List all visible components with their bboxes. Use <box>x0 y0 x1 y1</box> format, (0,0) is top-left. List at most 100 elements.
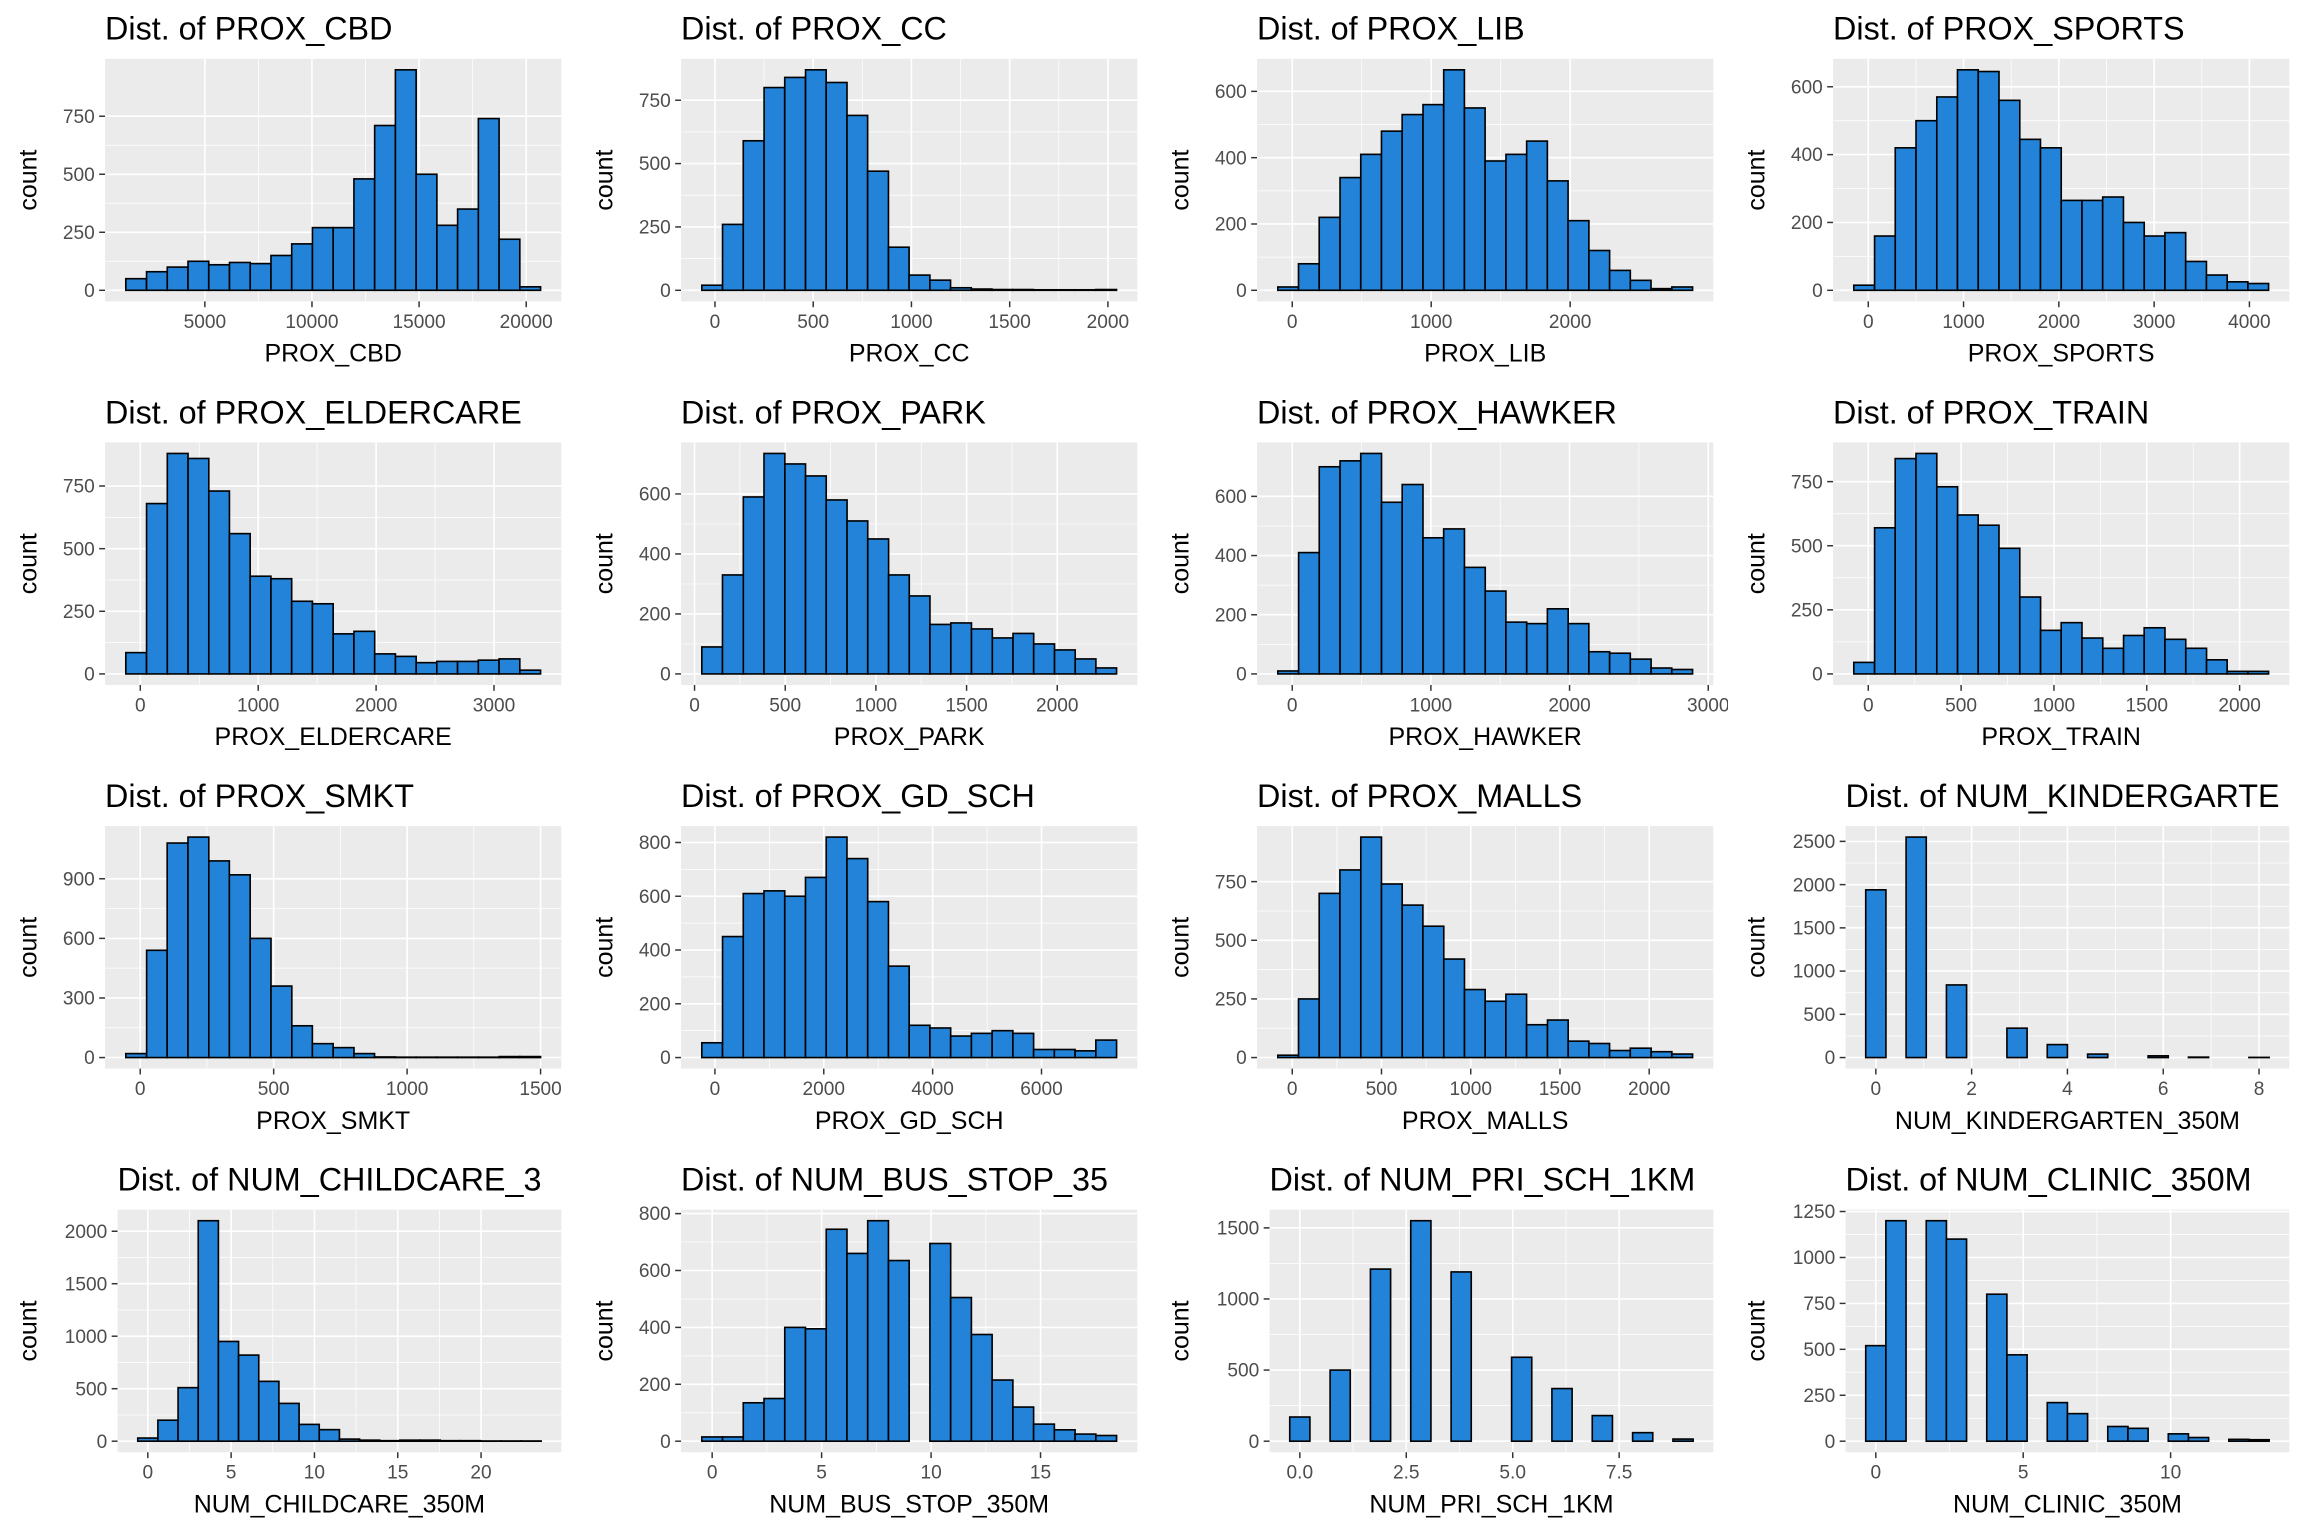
histogram-bar <box>436 660 459 675</box>
x-tick-label: 15 <box>387 1463 408 1484</box>
histogram-bar <box>783 895 807 1059</box>
x-tick-label: 0 <box>1287 1079 1298 1100</box>
histogram-bar <box>145 270 169 292</box>
histogram-bar <box>721 574 745 675</box>
y-tick-label: 200 <box>639 1375 671 1396</box>
histogram-bar <box>866 900 890 1059</box>
histogram-bar <box>2006 1354 2028 1443</box>
histogram-bar <box>1032 288 1056 292</box>
histogram-bar <box>1670 668 1694 675</box>
x-tick-label: 0 <box>707 1463 718 1484</box>
x-tick-label: 0 <box>1863 312 1874 333</box>
histogram-bar <box>1339 176 1362 292</box>
histogram-bar <box>2205 274 2229 292</box>
histogram-bar <box>332 226 355 292</box>
y-tick-label: 0 <box>1812 665 1823 686</box>
x-axis-title: PROX_CC <box>849 340 970 368</box>
histogram-bar <box>1885 1219 1907 1443</box>
y-tick-label: 800 <box>639 1204 671 1225</box>
y-tick-label: 250 <box>63 223 95 244</box>
histogram-bar <box>270 254 293 292</box>
x-tick-label: 7.5 <box>1606 1463 1633 1484</box>
histogram-bar <box>1852 661 1876 675</box>
x-axis-title: PROX_LIB <box>1424 340 1546 368</box>
histogram-bar <box>721 1436 745 1443</box>
histogram-bar <box>1442 69 1466 292</box>
y-axis-title: count <box>591 917 619 978</box>
x-axis-title: PROX_TRAIN <box>1981 723 2141 751</box>
x-tick-label: 20 <box>470 1463 491 1484</box>
histogram-bar <box>1450 1271 1473 1443</box>
panel-title: Dist. of NUM_BUS_STOP_35 <box>681 1162 1108 1198</box>
histogram-bar <box>415 661 438 675</box>
y-tick-label: 500 <box>1215 931 1247 952</box>
y-tick-label: 250 <box>639 218 671 239</box>
histogram-bar <box>373 653 397 675</box>
histogram-bar <box>721 935 745 1059</box>
histogram-bar <box>1276 286 1300 292</box>
histogram-bar <box>2147 1055 2170 1059</box>
histogram-bar <box>1629 279 1652 292</box>
histogram-bar <box>1442 958 1466 1059</box>
histogram-bar <box>991 288 1014 292</box>
histogram-bar <box>1998 547 2021 675</box>
histogram-bar <box>353 1052 376 1059</box>
histogram-bar <box>2060 199 2083 292</box>
histogram-bar <box>2122 221 2146 292</box>
histogram-bar <box>1380 883 1404 1059</box>
histogram-bar <box>1484 160 1507 292</box>
histogram-bar <box>2066 1412 2089 1443</box>
y-tick-label: 200 <box>1215 605 1247 626</box>
y-tick-label: 400 <box>1791 145 1823 166</box>
histogram-bar <box>1873 235 1897 292</box>
y-tick-label: 500 <box>75 1379 107 1400</box>
histogram-bar <box>1546 1019 1569 1059</box>
x-tick-label: 5 <box>816 1463 827 1484</box>
histogram-bar <box>1053 1048 1076 1059</box>
y-tick-label: 600 <box>639 1261 671 1282</box>
histogram-bar <box>1032 643 1056 675</box>
y-axis-title: count <box>1743 1300 1771 1361</box>
histogram-bar <box>929 1027 952 1059</box>
histogram-bar <box>518 1055 542 1059</box>
histogram-bar <box>1463 107 1486 292</box>
histogram-bar <box>2164 231 2187 292</box>
histogram-bar <box>1629 1047 1652 1059</box>
x-tick-label: 0 <box>1287 695 1298 716</box>
y-axis-title: count <box>15 149 43 210</box>
y-tick-label: 0 <box>1236 665 1247 686</box>
y-tick-label: 0 <box>660 665 671 686</box>
histogram-bar <box>1095 667 1118 675</box>
y-tick-label: 0 <box>660 1048 671 1069</box>
x-tick-label: 500 <box>258 1079 290 1100</box>
y-tick-label: 400 <box>639 941 671 962</box>
histogram-bar <box>498 1055 521 1059</box>
histogram-bar <box>2127 1427 2149 1443</box>
histogram-bar <box>1864 889 1887 1059</box>
x-tick-label: 6 <box>2158 1079 2169 1100</box>
x-tick-label: 0.0 <box>1287 1463 1314 1484</box>
histogram-bar <box>1650 1050 1673 1059</box>
histogram-bar <box>1525 1023 1549 1059</box>
x-axis-title: PROX_ELDERCARE <box>215 723 452 751</box>
panel-title: Dist. of PROX_PARK <box>681 394 986 430</box>
histogram-bar <box>394 69 417 292</box>
histogram-bar <box>866 170 890 292</box>
y-tick-label: 300 <box>63 989 95 1010</box>
histogram-bar <box>270 577 293 675</box>
histogram-bar <box>949 1296 973 1443</box>
x-tick-label: 0 <box>1871 1079 1882 1100</box>
histogram-bar <box>887 246 910 292</box>
histogram-bar <box>1956 69 1980 292</box>
histogram-bar <box>257 1380 280 1443</box>
y-tick-label: 600 <box>1215 487 1247 508</box>
x-axis-title: PROX_SPORTS <box>1968 340 2155 368</box>
histogram-bar <box>2101 647 2125 675</box>
histogram-bar <box>1074 1433 1097 1443</box>
histogram-bar <box>1329 1369 1352 1443</box>
histogram-bar <box>1297 262 1321 292</box>
y-tick-label: 600 <box>1791 77 1823 98</box>
x-axis-title: NUM_PRI_SCH_1KM <box>1369 1490 1613 1518</box>
x-tick-label: 4000 <box>2228 312 2270 333</box>
y-tick-label: 0 <box>1236 281 1247 302</box>
